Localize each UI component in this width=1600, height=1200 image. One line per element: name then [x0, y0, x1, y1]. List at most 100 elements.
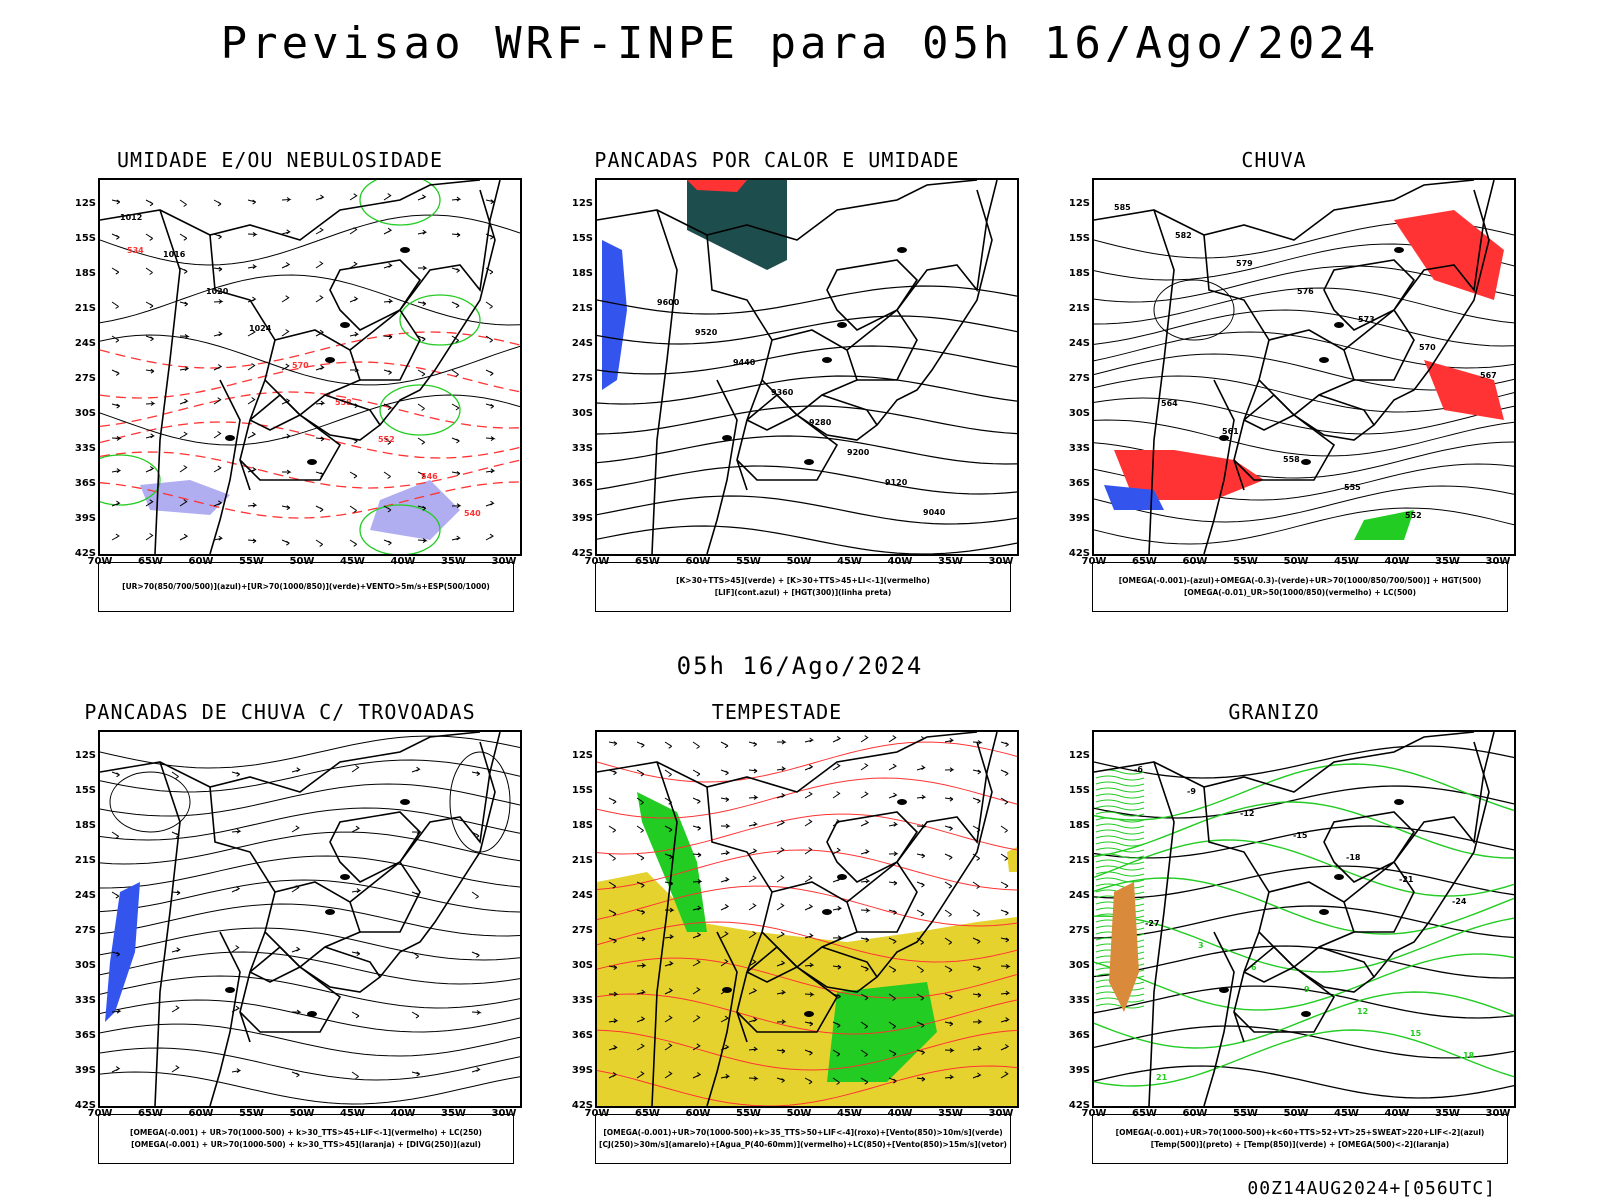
lon-tick-label: 50W: [1283, 1108, 1309, 1119]
wind-arrow: [888, 880, 898, 886]
wind-arrow: [692, 932, 702, 939]
border-line: [1203, 786, 1270, 1043]
wind-arrow: [351, 1071, 359, 1079]
lon-tick-label: 60W: [188, 1108, 214, 1119]
wind-arrow: [179, 199, 187, 207]
wind-arrow: [776, 1019, 787, 1025]
wind-arrow: [281, 505, 291, 511]
panel-granizo: GRANIZO -6 -9 -12 -15 -18 -21 -24 -27 3 6 9 12 15 18 21…: [1054, 700, 1516, 1180]
wind-arrow: [860, 1049, 868, 1057]
wind-arrow: [111, 891, 120, 899]
wind-arrow: [888, 1021, 896, 1029]
wind-arrow: [748, 1046, 759, 1052]
terrain-contour: [1095, 865, 1145, 871]
contour-label: 540: [464, 509, 481, 518]
wind-arrow: [972, 1045, 983, 1051]
wind-arrow: [179, 465, 188, 473]
panel-chuva: CHUVA 585 582 579 576 573 570 567 564 561 558 555 55…: [1054, 148, 1516, 628]
wind-arrow: [944, 1021, 954, 1027]
wind-arrow: [860, 993, 869, 1001]
terrain-contour: [1095, 829, 1145, 835]
temp-500-contour: [1094, 1025, 1514, 1059]
wind-arrow: [418, 265, 428, 271]
contour-label: 552: [1405, 511, 1422, 520]
lat-tick-label: 15S: [1068, 785, 1090, 796]
border-line: [209, 786, 276, 1043]
border-line: [826, 811, 919, 883]
lake-blot: [1394, 799, 1404, 805]
wind-arrow: [383, 539, 392, 546]
temp-500-contour: [1094, 745, 1514, 779]
instability-area: [687, 180, 787, 270]
wind-arrow: [145, 368, 155, 374]
wind-arrow: [860, 820, 870, 827]
wind-arrow: [664, 1015, 673, 1023]
contour-label: -12: [1240, 809, 1254, 818]
temp-850-contour: [1094, 915, 1514, 973]
contour-label: 3: [1198, 941, 1204, 950]
wind-arrow: [111, 369, 120, 376]
wind-arrow: [972, 769, 982, 775]
contour-label: 570: [1419, 343, 1436, 352]
wind-arrow: [247, 502, 258, 508]
lon-tick-label: 50W: [1283, 556, 1309, 567]
temp-850-contour: [1094, 763, 1514, 821]
wind-arrow: [944, 1074, 955, 1080]
lon-tick-label: 60W: [188, 556, 214, 567]
lat-tick-label: 18S: [74, 268, 96, 279]
lat-tick-label: 39S: [74, 1065, 96, 1076]
wind-arrow: [888, 1049, 897, 1057]
wind-arrow: [608, 853, 616, 861]
wind-arrow: [179, 333, 190, 339]
lake-blot: [225, 987, 235, 993]
wind-arrow: [804, 962, 815, 968]
contour-label: 558: [1283, 455, 1300, 464]
lon-tick-label: 60W: [1182, 556, 1208, 567]
wind-arrow: [383, 437, 391, 445]
wind-arrow: [692, 1072, 702, 1079]
wind-arrow: [383, 403, 392, 411]
wind-arrow: [860, 735, 869, 743]
map-canvas: [100, 732, 520, 1106]
contour-label: 9360: [771, 388, 794, 397]
contour-label: 1012: [120, 213, 142, 222]
wind-arrow: [692, 769, 701, 777]
border-line: [1373, 189, 1490, 426]
streamline: [100, 783, 520, 817]
wind-arrow: [315, 400, 326, 406]
wind-arrow: [349, 539, 357, 547]
border-line: [349, 308, 421, 381]
wind-arrow: [748, 1076, 759, 1081]
pressure-contour: [100, 214, 520, 266]
temp-850-contour: [1094, 953, 1514, 1011]
wind-arrow: [888, 735, 897, 743]
height-contour: [597, 315, 1017, 345]
wind-arrow: [411, 1071, 420, 1077]
wind-arrow: [832, 1021, 841, 1028]
wind-arrow: [451, 437, 460, 444]
wind-arrow: [664, 825, 673, 833]
terrain-contour: [1095, 787, 1145, 793]
contour-label: -27: [1145, 919, 1159, 928]
wind-arrow: [720, 850, 731, 856]
wind-arrow: [608, 991, 619, 997]
wind-arrow: [281, 295, 290, 303]
lat-tick-label: 12S: [74, 750, 96, 761]
border-line: [1203, 379, 1235, 554]
lat-tick-label: 12S: [74, 198, 96, 209]
wind-arrow: [1000, 881, 1009, 889]
wind-arrow: [111, 500, 121, 507]
precipitable-water-contour: [597, 777, 1017, 819]
wind-arrow: [776, 819, 786, 827]
wind-arrow: [179, 233, 188, 241]
terrain-contour: [1095, 811, 1145, 817]
lat-tick-label: 18S: [74, 820, 96, 831]
lon-tick-label: 70W: [87, 556, 113, 567]
wind-arrow: [972, 937, 981, 944]
lat-tick-label: 39S: [74, 513, 96, 524]
lake-blot: [1319, 357, 1329, 363]
wind-arrow: [315, 436, 325, 442]
lat-tick-label: 33S: [571, 443, 593, 454]
terrain-contour: [1095, 847, 1145, 853]
